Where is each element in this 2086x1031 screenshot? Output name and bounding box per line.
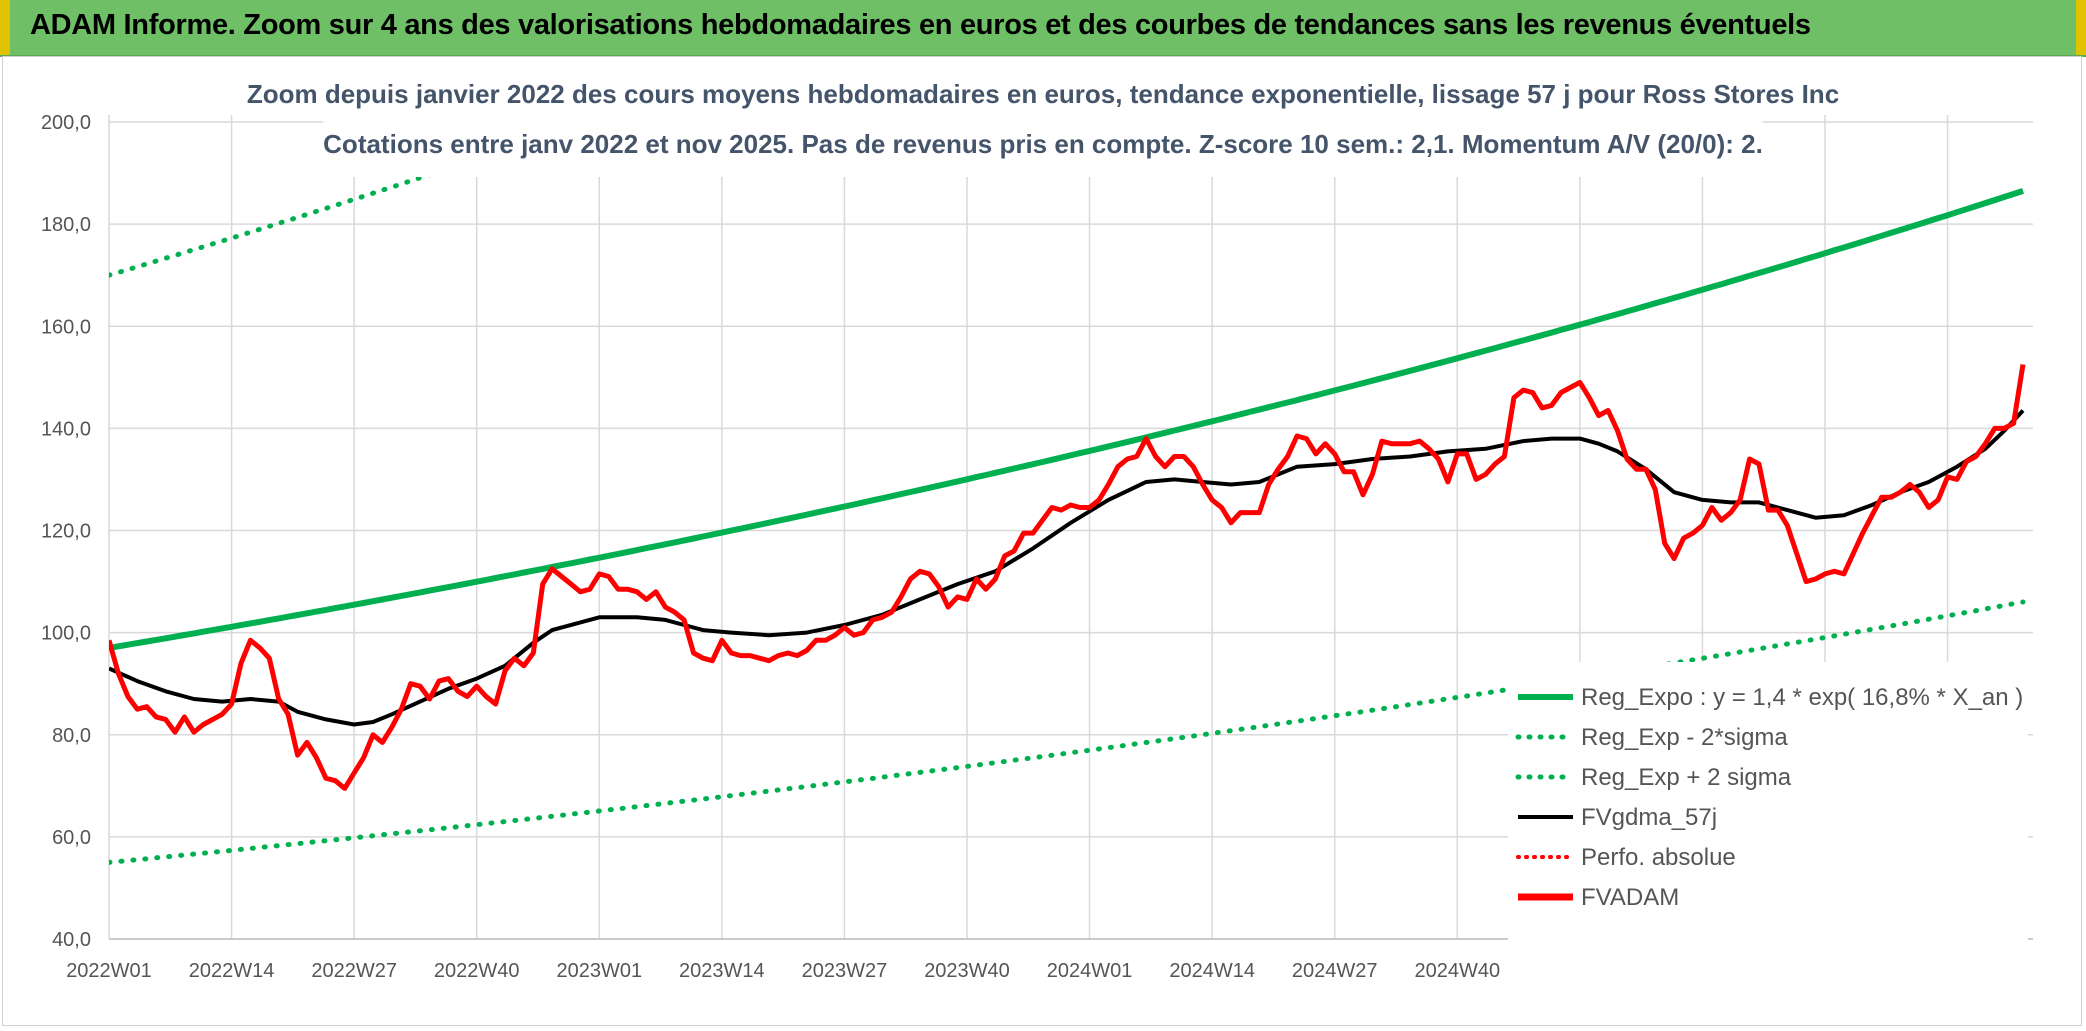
header-bar: ADAM Informe. Zoom sur 4 ans des valoris… (0, 0, 2086, 57)
chart-title-line1: Zoom depuis janvier 2022 des cours moyen… (247, 79, 1839, 109)
y-tick-label: 140,0 (41, 418, 91, 440)
y-tick-label: 40,0 (52, 929, 91, 951)
chart-title-line2: Cotations entre janv 2022 et nov 2025. P… (323, 129, 1763, 159)
legend-label-fvgdma: FVgdma_57j (1581, 804, 1717, 831)
series-fvadam (109, 364, 2026, 791)
x-tick-label: 2024W40 (1414, 960, 1500, 982)
x-tick-label: 2022W40 (434, 960, 520, 982)
axis-labels-layer: 40,0 60,0 80,0 100,0 120,0 140,0 160,0 180,0 200… (41, 112, 1990, 982)
x-tick-label: 2022W14 (189, 960, 275, 982)
legend-label-perfo: Perfo. absolue (1581, 844, 1736, 871)
series-reg-exp-minus-2-sigma (109, 599, 2026, 865)
header-title: ADAM Informe. Zoom sur 4 ans des valoris… (30, 9, 1811, 41)
x-tick-label: 2023W27 (802, 960, 888, 982)
title-background (323, 57, 1763, 177)
y-tick-label: 200,0 (41, 112, 91, 134)
legend-label-minus2: Reg_Exp - 2*sigma (1581, 724, 1788, 751)
x-tick-label: 2022W01 (66, 960, 152, 982)
legend-label-plus2: Reg_Exp + 2 sigma (1581, 764, 1792, 791)
y-tick-label: 60,0 (52, 827, 91, 849)
legend-label-fvadam: FVADAM (1581, 884, 1679, 911)
x-tick-label: 2024W27 (1292, 960, 1378, 982)
y-tick-label: 80,0 (52, 725, 91, 747)
x-tick-label: 2023W40 (924, 960, 1010, 982)
legend-background (1508, 662, 2028, 980)
x-tick-label: 2024W01 (1047, 960, 1133, 982)
x-tick-label: 2022W27 (311, 960, 397, 982)
legend-label-reg_expo: Reg_Expo : y = 1,4 * exp( 16,8% * X_an ) (1581, 684, 2023, 711)
x-tick-label: 2023W14 (679, 960, 765, 982)
x-tick-label: 2023W01 (556, 960, 642, 982)
y-tick-label: 160,0 (41, 316, 91, 338)
y-tick-label: 180,0 (41, 214, 91, 236)
series-layer (109, 77, 2026, 865)
chart: 40,0 60,0 80,0 100,0 120,0 140,0 160,0 180,0 200… (41, 57, 2033, 982)
legend: Reg_Expo : y = 1,4 * exp( 16,8% * X_an )… (1508, 662, 2028, 980)
series-reg-expo (109, 188, 2024, 651)
chart-frame: 40,0 60,0 80,0 100,0 120,0 140,0 160,0 180,0 200… (2, 56, 2082, 1026)
y-tick-label: 100,0 (41, 623, 91, 645)
header-corner-right (2076, 0, 2086, 55)
x-tick-label: 2024W14 (1169, 960, 1255, 982)
y-tick-label: 120,0 (41, 521, 91, 543)
header-corner-left (0, 0, 10, 55)
